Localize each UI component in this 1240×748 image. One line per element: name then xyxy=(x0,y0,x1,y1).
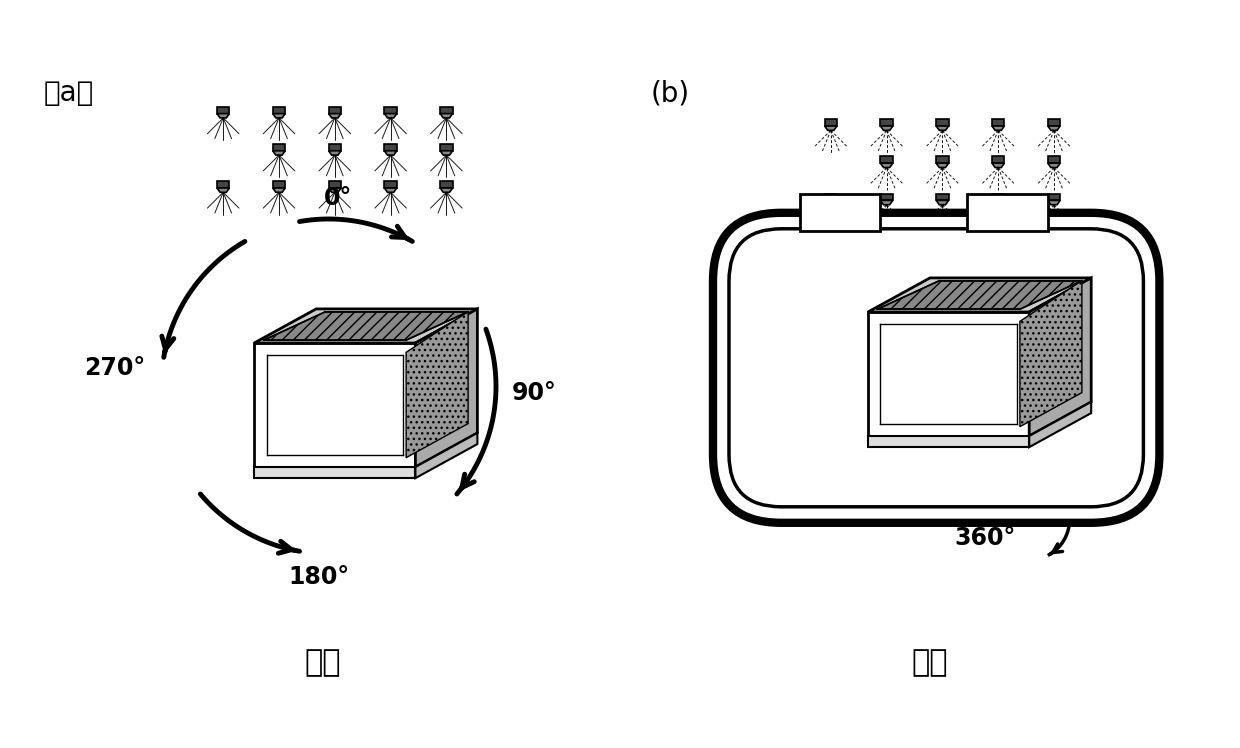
Polygon shape xyxy=(992,119,1004,126)
Polygon shape xyxy=(880,126,893,130)
Bar xyxy=(967,194,1048,231)
Polygon shape xyxy=(273,107,285,114)
Polygon shape xyxy=(880,156,893,163)
Polygon shape xyxy=(329,151,341,155)
Polygon shape xyxy=(868,312,1029,436)
Polygon shape xyxy=(329,114,341,118)
Polygon shape xyxy=(384,144,397,151)
Polygon shape xyxy=(1019,280,1081,426)
Polygon shape xyxy=(1029,278,1091,436)
Polygon shape xyxy=(440,181,453,188)
Polygon shape xyxy=(329,181,341,188)
Polygon shape xyxy=(992,126,1004,130)
Polygon shape xyxy=(440,107,453,114)
Polygon shape xyxy=(992,200,1004,205)
Polygon shape xyxy=(1048,126,1060,130)
Polygon shape xyxy=(868,436,1029,447)
Polygon shape xyxy=(440,188,453,192)
Polygon shape xyxy=(263,312,467,340)
Polygon shape xyxy=(936,194,949,200)
Polygon shape xyxy=(825,126,837,130)
Polygon shape xyxy=(992,156,1004,163)
Polygon shape xyxy=(329,188,341,192)
Polygon shape xyxy=(384,181,397,188)
Polygon shape xyxy=(273,181,285,188)
Polygon shape xyxy=(936,163,949,168)
Polygon shape xyxy=(880,194,893,200)
Polygon shape xyxy=(384,114,397,118)
Polygon shape xyxy=(254,309,477,343)
FancyBboxPatch shape xyxy=(713,212,1159,523)
Polygon shape xyxy=(217,114,229,118)
Polygon shape xyxy=(992,194,1004,200)
Polygon shape xyxy=(384,107,397,114)
Polygon shape xyxy=(880,163,893,168)
Polygon shape xyxy=(868,278,1091,312)
Polygon shape xyxy=(273,188,285,192)
Polygon shape xyxy=(440,151,453,155)
Polygon shape xyxy=(405,312,467,458)
Polygon shape xyxy=(936,126,949,130)
Polygon shape xyxy=(254,343,415,467)
Polygon shape xyxy=(825,119,837,126)
Polygon shape xyxy=(329,144,341,151)
Text: 270°: 270° xyxy=(84,356,145,380)
Polygon shape xyxy=(273,114,285,118)
Polygon shape xyxy=(217,188,229,192)
Polygon shape xyxy=(384,151,397,155)
Text: 180°: 180° xyxy=(289,565,350,589)
Polygon shape xyxy=(936,119,949,126)
Polygon shape xyxy=(273,144,285,151)
Polygon shape xyxy=(1048,200,1060,205)
Polygon shape xyxy=(1048,119,1060,126)
Text: 0°: 0° xyxy=(324,186,352,209)
Text: (b): (b) xyxy=(651,79,691,108)
Polygon shape xyxy=(992,163,1004,168)
Polygon shape xyxy=(1048,163,1060,168)
Text: 90°: 90° xyxy=(511,381,557,405)
Polygon shape xyxy=(1048,194,1060,200)
Polygon shape xyxy=(880,200,893,205)
Bar xyxy=(800,194,880,231)
Polygon shape xyxy=(440,114,453,118)
Polygon shape xyxy=(329,107,341,114)
Polygon shape xyxy=(878,280,1081,309)
Polygon shape xyxy=(254,467,415,478)
Polygon shape xyxy=(415,433,477,478)
Polygon shape xyxy=(440,144,453,151)
Polygon shape xyxy=(217,107,229,114)
Polygon shape xyxy=(1029,402,1091,447)
Text: 清洗: 清洗 xyxy=(911,648,949,677)
Polygon shape xyxy=(936,200,949,205)
Text: 蚀刻: 蚀刻 xyxy=(304,648,341,677)
Polygon shape xyxy=(273,151,285,155)
Polygon shape xyxy=(880,119,893,126)
Polygon shape xyxy=(415,309,477,467)
Polygon shape xyxy=(217,181,229,188)
Polygon shape xyxy=(825,200,837,205)
Polygon shape xyxy=(825,194,837,200)
Polygon shape xyxy=(1048,156,1060,163)
Text: 360°: 360° xyxy=(955,526,1016,550)
Text: （a）: （a） xyxy=(43,79,94,108)
Polygon shape xyxy=(384,188,397,192)
Polygon shape xyxy=(936,156,949,163)
